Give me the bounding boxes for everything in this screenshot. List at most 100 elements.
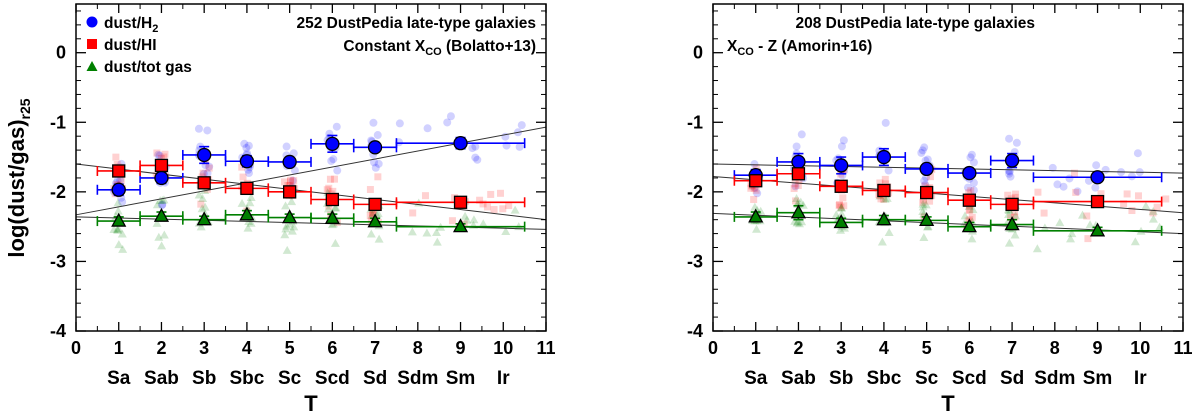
background-point [1134, 192, 1142, 200]
background-point [1141, 201, 1151, 210]
data-point [876, 149, 892, 165]
background-point [1084, 235, 1092, 243]
morph-type-label: Sa [744, 368, 768, 389]
data-point [282, 185, 297, 199]
y-tick-label: -1 [687, 112, 703, 132]
background-point [421, 192, 429, 200]
background-point [468, 144, 477, 153]
morph-type-label: Sdm [397, 368, 438, 389]
x-tick-label: 3 [199, 338, 209, 358]
background-point [752, 224, 762, 233]
data-point [453, 135, 468, 151]
background-point [1123, 190, 1131, 198]
x-tick-label: 11 [1173, 338, 1192, 358]
background-point [374, 159, 383, 168]
background-point [374, 173, 382, 181]
background-point [835, 202, 843, 210]
background-point [200, 186, 210, 195]
background-point [152, 218, 162, 227]
background-point [1012, 190, 1020, 198]
data-point [876, 211, 892, 226]
background-point [965, 206, 973, 214]
background-point [920, 143, 929, 152]
morph-type-label: Sab [781, 368, 816, 389]
background-point [287, 178, 295, 186]
background-point [750, 195, 758, 203]
background-point [792, 218, 802, 227]
background-point [1067, 229, 1077, 238]
background-point [114, 240, 124, 249]
background-point [1085, 220, 1095, 229]
background-point [333, 166, 342, 175]
background-point [409, 209, 417, 217]
x-tick-label: 3 [836, 338, 846, 358]
data-point [112, 164, 126, 178]
y-axis-title: log(dust/gas)r25 [4, 98, 33, 257]
data-point [282, 154, 297, 170]
data-point [962, 165, 977, 181]
background-point [330, 203, 340, 212]
data-point [1090, 194, 1105, 209]
morph-type-label: Sdm [1034, 368, 1075, 389]
data-point [919, 185, 934, 200]
background-point [243, 223, 253, 232]
x-tick-label: 1 [751, 338, 761, 358]
background-point [1004, 191, 1012, 199]
background-point [792, 197, 800, 205]
background-point [879, 195, 887, 203]
background-point [1097, 190, 1105, 198]
data-point [368, 197, 382, 212]
background-point [499, 205, 507, 213]
background-point [196, 222, 206, 231]
morph-type-label: Scd [952, 368, 987, 389]
background-point [154, 232, 164, 241]
background-point [460, 211, 470, 220]
background-point [237, 198, 247, 207]
background-point [422, 228, 432, 237]
x-tick-label: 0 [71, 338, 81, 358]
binned-points-left [96, 134, 526, 233]
data-point [282, 209, 298, 224]
background-point [407, 227, 417, 236]
background-point [501, 226, 511, 235]
x-tick-label: 2 [793, 338, 803, 358]
background-point [877, 195, 885, 203]
background-point [199, 169, 208, 178]
ticks-left [75, 4, 547, 332]
background-point [517, 121, 526, 130]
x-tick-label: 7 [370, 338, 380, 358]
background-point [1148, 214, 1158, 223]
background-point [792, 194, 802, 203]
background-point [793, 198, 803, 207]
background-point [329, 187, 337, 195]
background-point [161, 150, 169, 158]
background-point [967, 234, 977, 243]
background-point [368, 212, 376, 220]
background-point [1011, 213, 1019, 221]
background-point [287, 176, 295, 184]
background-point [917, 148, 926, 157]
background-point [837, 209, 847, 218]
fit-line [75, 126, 547, 216]
background-point [791, 180, 799, 188]
data-point [877, 183, 891, 198]
background-point [839, 194, 847, 202]
background-point [1162, 195, 1170, 203]
background-point [968, 213, 976, 221]
x-tick-label: 10 [1130, 338, 1150, 358]
background-point [109, 224, 119, 233]
background-point [794, 182, 802, 190]
background-point [923, 222, 933, 231]
background-point [1091, 183, 1100, 192]
background-point [478, 219, 488, 228]
background-point [471, 142, 480, 151]
data-point [1004, 153, 1020, 168]
background-point [966, 206, 974, 214]
morph-type-label: Sab [144, 368, 179, 389]
panel-right: 0 1 2 3 4 5 6 7 8 9 10 11 0 -1 -2 -3 -4 Sa Sab Sb Sbc Sc Scd Sd… [687, 3, 1193, 416]
background-point [285, 219, 295, 228]
data-point [324, 209, 340, 224]
data-point [196, 211, 212, 226]
background-point [476, 196, 484, 204]
y-tick-label: -2 [687, 182, 703, 202]
